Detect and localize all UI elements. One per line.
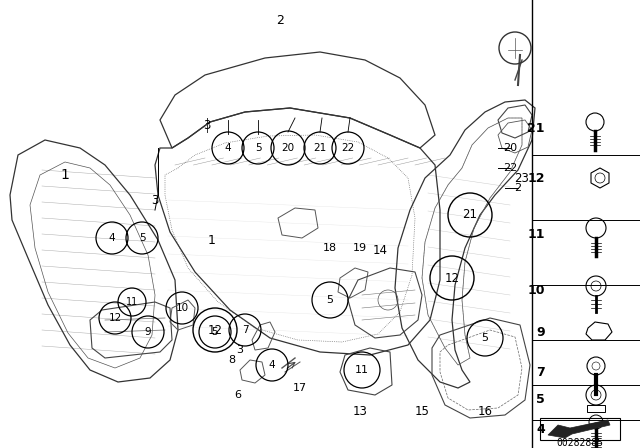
Text: 3: 3: [237, 345, 243, 355]
Text: 4: 4: [109, 233, 115, 243]
Text: 7: 7: [536, 366, 545, 379]
Text: 5: 5: [139, 233, 145, 243]
Text: 4: 4: [269, 360, 275, 370]
Text: 4: 4: [536, 423, 545, 436]
Text: 17: 17: [293, 383, 307, 393]
Text: 9: 9: [145, 327, 151, 337]
Text: 1: 1: [208, 233, 216, 246]
Text: 5: 5: [326, 295, 333, 305]
Text: 9: 9: [536, 326, 545, 339]
Text: 00282885: 00282885: [557, 438, 604, 448]
Text: 6: 6: [234, 390, 241, 400]
Text: 3: 3: [204, 119, 211, 132]
Text: 10: 10: [527, 284, 545, 297]
Text: 20: 20: [503, 143, 517, 153]
Text: 7: 7: [242, 325, 248, 335]
Text: 20: 20: [282, 143, 294, 153]
Text: 2: 2: [515, 183, 522, 193]
Text: 21: 21: [314, 143, 326, 153]
Text: 23: 23: [515, 172, 529, 185]
Text: 14: 14: [372, 244, 387, 257]
Text: 12: 12: [527, 172, 545, 185]
Text: 21: 21: [463, 208, 477, 221]
Text: 4: 4: [225, 143, 231, 153]
Text: 11: 11: [355, 365, 369, 375]
Text: 11: 11: [126, 297, 138, 307]
Text: 5: 5: [536, 393, 545, 406]
Polygon shape: [548, 420, 610, 438]
Text: 21: 21: [527, 121, 545, 134]
Text: 22: 22: [341, 143, 355, 153]
Text: 1: 1: [61, 168, 69, 182]
Text: 12: 12: [108, 313, 122, 323]
Text: 16: 16: [477, 405, 493, 418]
Text: 12: 12: [207, 323, 223, 336]
Text: 3: 3: [151, 194, 159, 207]
Text: 11: 11: [527, 228, 545, 241]
FancyBboxPatch shape: [0, 0, 532, 448]
Text: 5: 5: [481, 333, 488, 343]
Text: 10: 10: [175, 303, 189, 313]
Text: 5: 5: [255, 143, 261, 153]
Text: 2: 2: [276, 13, 284, 26]
Text: 19: 19: [353, 243, 367, 253]
Text: 8: 8: [228, 355, 236, 365]
Text: 18: 18: [323, 243, 337, 253]
Text: 22: 22: [503, 163, 517, 173]
Text: 13: 13: [353, 405, 367, 418]
Text: 5: 5: [212, 327, 218, 337]
Text: 15: 15: [415, 405, 429, 418]
FancyBboxPatch shape: [532, 0, 640, 448]
Text: 12: 12: [445, 271, 460, 284]
